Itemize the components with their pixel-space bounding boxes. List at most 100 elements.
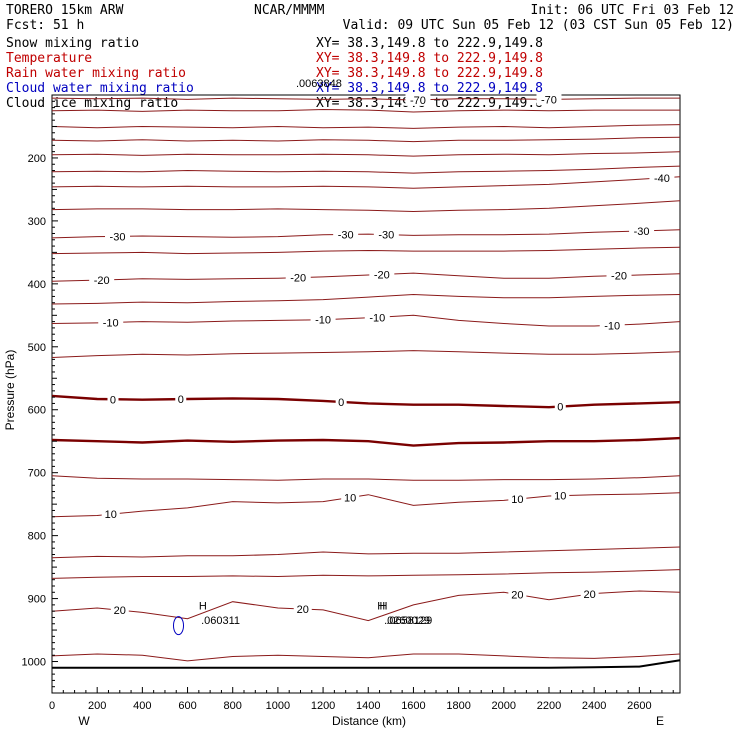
plot-frame [51, 94, 681, 694]
field-xy: XY= 38.3,149.8 to 222.9,149.8 [316, 81, 543, 96]
contour-label: 20 [114, 605, 126, 617]
x-tick-label: 800 [224, 700, 242, 712]
init-label: Init: 06 UTC Fri 03 Feb 12 [531, 3, 735, 18]
contour-label: -40 [654, 173, 670, 185]
contour-label: 10 [105, 509, 117, 521]
contour-label-bg [293, 603, 312, 616]
field-xy: XY= 38.3,149.8 to 222.9,149.8 [316, 51, 543, 66]
fcst-label: Fcst: 51 h [6, 18, 84, 33]
x-tick-label: 0 [49, 700, 55, 712]
contour-label: 20 [584, 589, 596, 601]
contour-line [51, 200, 681, 213]
contour-label: -20 [94, 275, 110, 287]
contour-label: -30 [338, 229, 354, 241]
extrema-label: .060311 [201, 615, 240, 627]
field-name: Temperature [6, 51, 92, 66]
contour-line [51, 492, 681, 518]
x-tick-label: 400 [133, 700, 151, 712]
contour-line [51, 394, 681, 409]
x-left-end-label: W [78, 714, 90, 728]
extrema-label: H [377, 600, 385, 612]
contour-label-bg [98, 316, 124, 329]
x-tick-label: 200 [88, 700, 106, 712]
contour-line [51, 97, 680, 101]
contour-label-bg [373, 228, 399, 241]
y-tick-label: 300 [28, 216, 46, 228]
contour-label-bg [508, 493, 527, 506]
x-right-end-label: E [656, 714, 664, 728]
extrema-label: H [380, 600, 388, 612]
contour-label-bg [599, 319, 625, 332]
contour-label-bg [107, 393, 119, 406]
contour-line [51, 165, 681, 174]
x-tick-label: 600 [178, 700, 196, 712]
contour-label: 0 [557, 402, 563, 414]
field-name: Cloud water mixing ratio [6, 81, 194, 96]
contour-line [51, 475, 681, 481]
contour-label-bg [335, 395, 347, 408]
cloud-water-contour [173, 616, 185, 636]
y-tick-label: 200 [28, 153, 46, 165]
contour-label: 20 [297, 604, 309, 616]
contour-label: -20 [611, 271, 627, 283]
contour-label: -20 [290, 273, 306, 285]
contour-label: -70 [541, 94, 557, 106]
contour-line [51, 151, 681, 157]
contour-label-bg [508, 588, 527, 601]
contour-label-bg [580, 588, 599, 601]
field-legend: Snow mixing ratio XY= 38.3,149.8 to 222.9… [6, 36, 543, 111]
extrema-label: .0658129 [386, 615, 432, 627]
valid-label: Valid: 09 UTC Sun 05 Feb 12 (03 CST Sun … [343, 18, 734, 33]
contour-line [51, 653, 681, 662]
contour-label: 10 [344, 492, 356, 504]
contour-label: -30 [378, 230, 394, 242]
contour-label-bg [551, 489, 570, 502]
contour-label-bg [649, 171, 675, 184]
contour-line [51, 350, 681, 358]
contour-line [51, 176, 681, 189]
temperature-contours: -70 -70 -40 -30 -30 -30 -30 -20 -20 -20 -20 -10 -10 -… [51, 93, 681, 662]
x-tick-label: 1000 [266, 700, 290, 712]
contour-line [51, 293, 681, 305]
terrain-path [52, 659, 681, 669]
y-tick-label: 800 [28, 531, 46, 543]
contour-label-bg [554, 400, 566, 413]
contour-label: 0 [338, 397, 344, 409]
center-label: NCAR/MMMM [254, 3, 325, 18]
extrema-label: .0063848 [296, 78, 342, 90]
contour-label-bg [285, 271, 311, 284]
contour-line [51, 546, 681, 559]
x-axis-title: Distance (km) [332, 714, 406, 728]
x-tick-label: 1400 [356, 700, 380, 712]
axes: 0 200 400 600 800 1000 1200 1400 1600 1800 2000 220… [22, 100, 674, 712]
x-tick-label: 1200 [311, 700, 335, 712]
contour-label: 10 [554, 491, 566, 503]
field-xy: XY= 38.3,149.8 to 222.9,149.8 [316, 36, 543, 51]
contour-label-bg [369, 268, 395, 281]
contour-label-bg [629, 224, 655, 237]
contour-label-bg [341, 491, 360, 504]
x-tick-label: 1800 [446, 700, 470, 712]
terrain-line [52, 616, 681, 669]
x-tick-label: 2400 [582, 700, 606, 712]
contour-label-bg [101, 508, 120, 521]
x-tick-label: 2200 [537, 700, 561, 712]
contour-line [51, 590, 681, 622]
contour-line [51, 124, 681, 129]
contour-label-bg [105, 230, 131, 243]
field-name: Rain water mixing ratio [6, 66, 186, 81]
contour-label: 0 [178, 394, 184, 406]
contour-line [51, 246, 681, 255]
contour-label: 20 [511, 590, 523, 602]
contour-line [51, 569, 681, 579]
y-tick-label: 600 [28, 405, 46, 417]
contour-label-bg [536, 93, 562, 106]
contour-line [51, 272, 681, 282]
x-tick-label: 2000 [492, 700, 516, 712]
contour-label: 10 [511, 494, 523, 506]
contour-label: -10 [604, 320, 620, 332]
extrema-label: .0260029 [384, 615, 430, 627]
contour-label: -10 [315, 315, 331, 327]
